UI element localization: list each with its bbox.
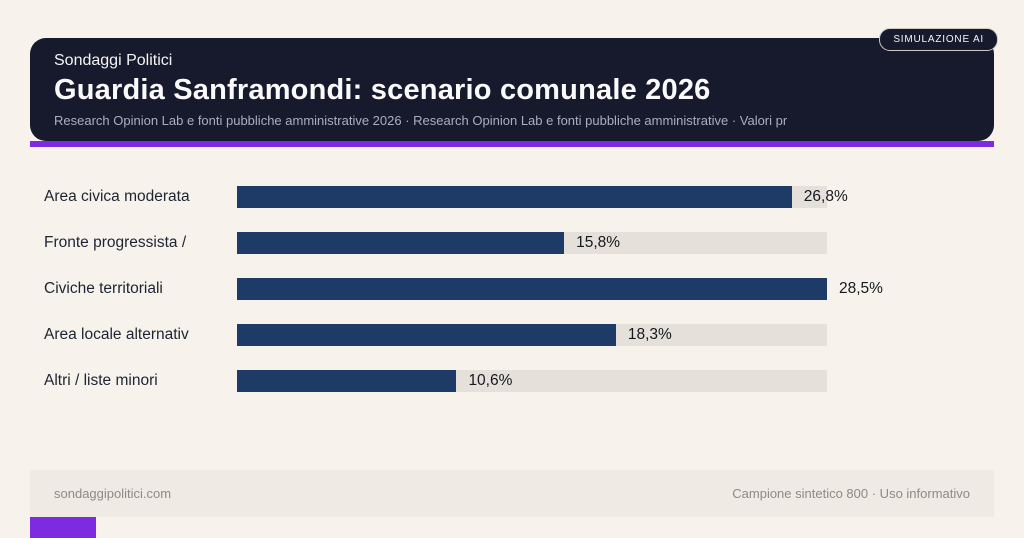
chart-row: Altri / liste minori 10,6% bbox=[44, 370, 944, 392]
bar bbox=[237, 232, 565, 254]
value-label: 18,3% bbox=[627, 326, 672, 343]
category-label: Fronte progressista / bbox=[44, 234, 187, 251]
category-label: Area civica moderata bbox=[44, 188, 190, 205]
chart-row: Civiche territoriali 28,5% bbox=[44, 278, 944, 300]
bar bbox=[237, 278, 827, 300]
bar bbox=[237, 186, 792, 208]
accent-divider bbox=[30, 141, 994, 147]
value-label: 26,8% bbox=[803, 188, 848, 205]
bar-chart: Area civica moderata 26,8% Fronte progress… bbox=[44, 186, 944, 416]
page-title: Guardia Sanframondi: scenario comunale 2… bbox=[54, 73, 711, 106]
footer-bar: sondaggipolitici.com Campione sintetico … bbox=[30, 470, 994, 517]
category-label: Area locale alternativ bbox=[44, 326, 189, 343]
value-label: 15,8% bbox=[576, 234, 621, 251]
category-label: Altri / liste minori bbox=[44, 372, 158, 389]
page-subtitle: Research Opinion Lab e fonti pubbliche a… bbox=[54, 113, 788, 129]
bar-track: 28,5% bbox=[237, 278, 883, 300]
simulation-badge: SIMULAZIONE AI bbox=[879, 28, 998, 51]
chart-row: Fronte progressista / 15,8% bbox=[44, 232, 944, 254]
bar-track: 10,6% bbox=[237, 370, 827, 392]
value-label: 10,6% bbox=[468, 372, 513, 389]
bar bbox=[237, 370, 457, 392]
brand-accent-mark bbox=[30, 517, 96, 538]
bar-track: 26,8% bbox=[237, 186, 848, 208]
footer-site-label: sondaggipolitici.com bbox=[54, 486, 172, 501]
bar-track: 15,8% bbox=[237, 232, 827, 254]
bar bbox=[237, 324, 616, 346]
category-label: Civiche territoriali bbox=[44, 280, 163, 297]
chart-row: Area civica moderata 26,8% bbox=[44, 186, 944, 208]
brand-name: Sondaggi Politici bbox=[54, 52, 173, 69]
value-label: 28,5% bbox=[839, 280, 883, 297]
chart-row: Area locale alternativ 18,3% bbox=[44, 324, 944, 346]
footer-sample-note: Campione sintetico 800 · Uso informativo bbox=[732, 486, 970, 501]
header-card: Sondaggi Politici Guardia Sanframondi: s… bbox=[30, 38, 994, 141]
bar-track: 18,3% bbox=[237, 324, 827, 346]
